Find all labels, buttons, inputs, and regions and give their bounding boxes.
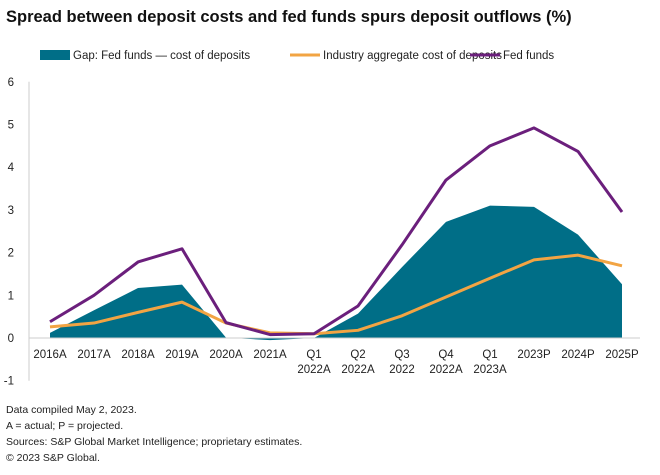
y-tick-label: 5 <box>8 120 14 132</box>
y-tick-label: 4 <box>8 162 15 174</box>
x-tick-label: Q4 <box>438 349 454 361</box>
chart: -1 0 1 2 3 4 5 6 2016A 2017A 2018A 2019A 2020A 2021A Q… <box>4 50 640 388</box>
cost-of-deposits-line <box>49 253 623 336</box>
x-tick-label: 2020A <box>209 349 243 361</box>
footnote-legend: A = actual; P = projected. <box>6 420 124 432</box>
x-tick-label: 2023A <box>473 364 507 376</box>
footnote-date: Data compiled May 2, 2023. <box>6 404 137 416</box>
x-tick-label: 2022 <box>389 364 415 376</box>
footnote-sources: Sources: S&P Global Market Intelligence;… <box>6 436 303 448</box>
y-tick-label: 2 <box>8 248 14 260</box>
y-tick-label: 6 <box>8 77 14 89</box>
y-tick-label: 1 <box>8 290 14 302</box>
x-tick-label: 2023P <box>517 349 551 361</box>
x-tick-label: Q1 <box>306 349 321 361</box>
x-tick-label: 2024P <box>561 349 595 361</box>
x-tick-label: 2022A <box>429 364 463 376</box>
x-tick-label: 2019A <box>165 349 199 361</box>
legend-label: Industry aggregate cost of deposits <box>323 50 502 62</box>
x-tick-label: Q3 <box>394 349 409 361</box>
x-tick-label: 2018A <box>121 349 155 361</box>
x-tick-label: 2022A <box>297 364 331 376</box>
x-tick-label: Q1 <box>482 349 497 361</box>
legend-label: Gap: Fed funds — cost of deposits <box>73 50 250 62</box>
y-tick-label: 0 <box>8 333 14 345</box>
legend-swatch-gap <box>40 50 70 60</box>
x-tick-label: 2021A <box>253 349 287 361</box>
footnote-copyright: © 2023 S&P Global. <box>6 452 100 464</box>
x-tick-label: Q2 <box>350 349 365 361</box>
legend-label: Fed funds <box>503 50 554 62</box>
y-tick-label: -1 <box>4 376 14 388</box>
x-tick-label: 2016A <box>33 349 67 361</box>
chart-title: Spread between deposit costs and fed fun… <box>6 8 572 26</box>
fed-funds-line <box>49 126 624 337</box>
y-tick-label: 3 <box>8 205 14 217</box>
x-tick-label: 2025P <box>605 349 639 361</box>
x-tick-label: 2017A <box>77 349 111 361</box>
x-tick-label: 2022A <box>341 364 375 376</box>
